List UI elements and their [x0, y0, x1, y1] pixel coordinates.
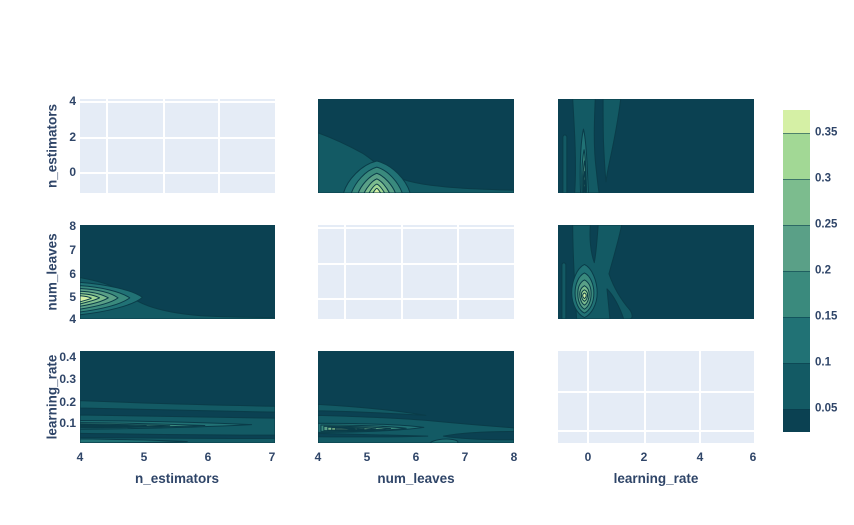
colorbar-tick: 0.15	[815, 310, 838, 323]
y-tick: 0.2	[59, 395, 76, 409]
y-tick: 5	[69, 290, 76, 304]
y-tick: 6	[69, 267, 76, 281]
colorbar	[783, 110, 810, 432]
panel-learning_rate-vs-num_leaves[interactable]	[318, 351, 514, 443]
gridline	[318, 226, 514, 229]
y-tick: 4	[69, 312, 76, 326]
panel-num_leaves-vs-learning_rate[interactable]	[558, 225, 754, 319]
gridline	[344, 225, 347, 319]
x-tick: 0	[584, 450, 592, 464]
colorbar-segment	[783, 110, 810, 133]
y-tick: 7	[69, 243, 76, 257]
gridline	[80, 172, 275, 175]
x-tick: 7	[268, 450, 276, 464]
gridline	[699, 351, 702, 443]
x-tick: 6	[204, 450, 212, 464]
colorbar-segment	[783, 408, 810, 432]
panel-learning_rate-vs-n_estimators[interactable]	[80, 351, 275, 443]
colorbar-segment	[783, 178, 810, 225]
x-tick: 6	[412, 450, 420, 464]
gridline	[318, 262, 514, 265]
x-tick: 2	[640, 450, 648, 464]
y-axis-title-learning_rate: learning_rate	[44, 354, 60, 440]
x-tick: 4	[76, 450, 84, 464]
gridline	[587, 351, 590, 443]
panel-num_leaves-vs-num_leaves[interactable]	[318, 225, 514, 319]
x-axis-title-learning_rate: learning_rate	[613, 471, 699, 486]
gridline	[558, 390, 754, 393]
gridline	[80, 100, 275, 103]
x-tick: 8	[510, 450, 518, 464]
x-axis-title-num_leaves: num_leaves	[377, 471, 455, 486]
colorbar-tick: 0.1	[815, 356, 831, 369]
gridline	[106, 99, 109, 193]
colorbar-segment	[783, 224, 810, 271]
colorbar-tick: 0.3	[815, 172, 831, 185]
y-tick: 8	[69, 219, 76, 233]
gridline	[80, 136, 275, 139]
x-tick: 5	[140, 450, 148, 464]
gridline	[401, 225, 404, 319]
x-axis-title-n_estimators: n_estimators	[134, 471, 220, 486]
y-tick: 0.3	[59, 372, 76, 386]
gridline	[218, 99, 221, 193]
panel-num_leaves-vs-n_estimators[interactable]	[80, 225, 275, 319]
x-tick: 4	[696, 450, 704, 464]
y-tick: 2	[69, 130, 76, 144]
y-tick: 4	[69, 94, 76, 108]
gridline	[644, 351, 647, 443]
colorbar-tick: 0.25	[815, 218, 838, 231]
gridline	[457, 225, 460, 319]
panel-n_estimators-vs-num_leaves[interactable]	[318, 99, 514, 193]
colorbar-segment	[783, 362, 810, 409]
x-tick: 7	[461, 450, 469, 464]
colorbar-tick: 0.35	[815, 126, 838, 139]
x-tick: 4	[314, 450, 322, 464]
x-tick: 6	[749, 450, 757, 464]
y-tick: 0	[69, 165, 76, 179]
colorbar-segment	[783, 270, 810, 317]
x-tick: 5	[363, 450, 371, 464]
panel-learning_rate-vs-learning_rate[interactable]	[558, 351, 754, 443]
gridline	[318, 298, 514, 301]
colorbar-segment	[783, 132, 810, 179]
y-tick: 0.4	[59, 350, 76, 364]
gridline	[162, 99, 165, 193]
colorbar-segment	[783, 316, 810, 363]
y-axis-title-num_leaves: num_leaves	[44, 233, 60, 311]
panel-n_estimators-vs-n_estimators[interactable]	[80, 99, 275, 193]
panel-n_estimators-vs-learning_rate[interactable]	[558, 99, 754, 193]
colorbar-tick: 0.05	[815, 402, 838, 415]
colorbar-tick: 0.2	[815, 264, 831, 277]
y-tick: 0.1	[59, 416, 76, 430]
gridline	[558, 430, 754, 433]
y-axis-title-n_estimators: n_estimators	[44, 103, 60, 189]
